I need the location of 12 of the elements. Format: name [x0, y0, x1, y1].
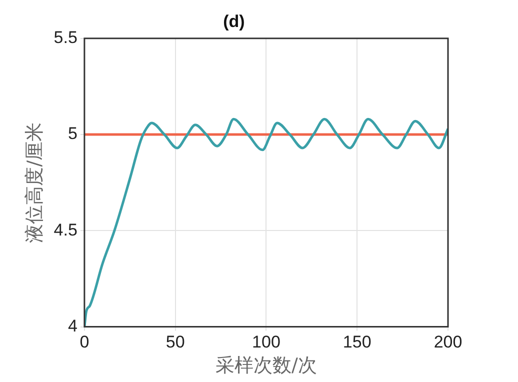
x-tick-label: 200 [434, 332, 462, 352]
x-axis-title: 采样次数/次 [216, 354, 317, 377]
x-tick-label: 150 [342, 332, 372, 352]
x-tick-label: 100 [252, 332, 280, 352]
x-tick-label: 0 [80, 332, 90, 352]
y-tick-label: 4.5 [54, 220, 78, 240]
x-tick-label: 50 [166, 332, 185, 352]
y-tick-label: 5.5 [54, 28, 78, 48]
y-axis-title: 液位高度/厘米 [23, 122, 46, 243]
chart-title: (d) [223, 12, 245, 31]
y-tick-label: 4 [68, 316, 78, 336]
y-tick-label: 5 [68, 124, 78, 144]
